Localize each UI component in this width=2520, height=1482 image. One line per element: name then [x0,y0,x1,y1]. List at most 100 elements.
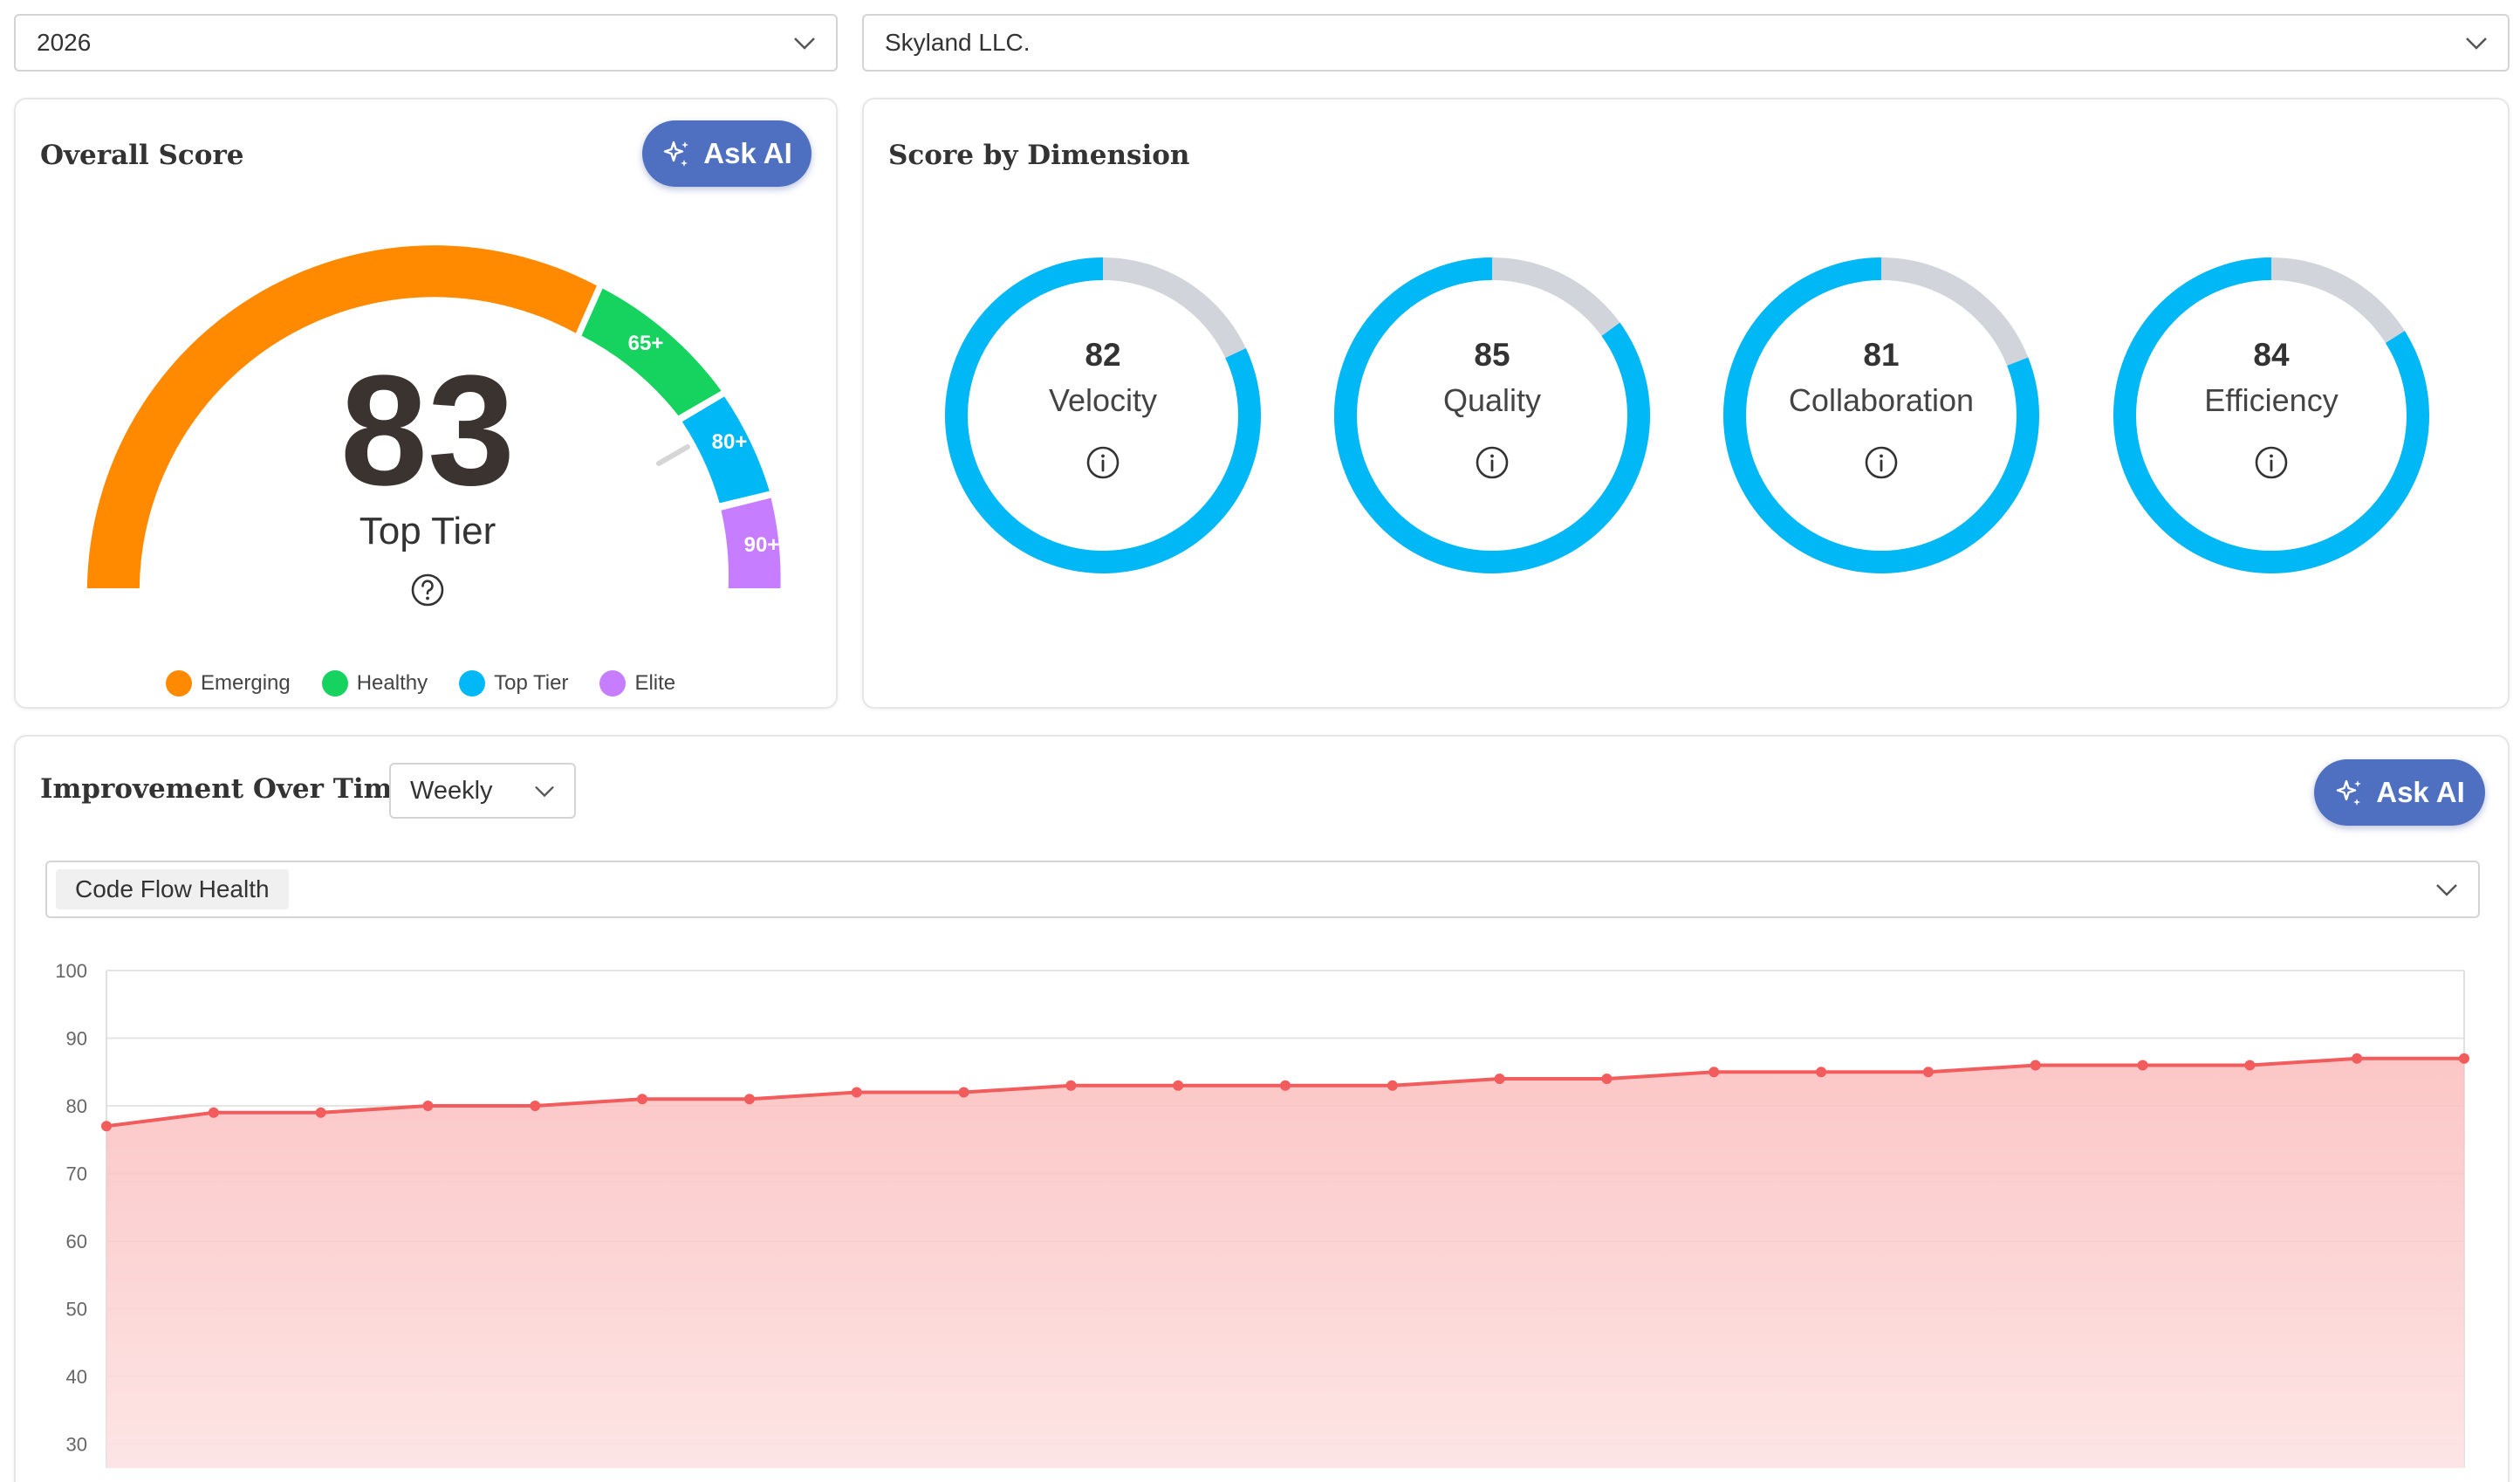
info-icon[interactable] [1085,445,1120,480]
data-point[interactable] [1816,1067,1827,1078]
gauge-segment-emerging [86,245,597,588]
data-point[interactable] [1065,1080,1077,1091]
y-tick-label: 70 [66,1163,87,1185]
data-point[interactable] [851,1087,862,1098]
ring-progress [2113,257,2429,573]
dimension-score: 84 [2253,337,2290,373]
legend-item: Top Tier [459,670,568,696]
legend-item: Healthy [321,670,428,696]
legend-swatch [599,670,627,696]
efficiency-label: 84 Efficiency [2184,337,2359,419]
company-select-value: Skyland LLC. [885,29,1031,56]
company-select[interactable]: Skyland LLC. [862,14,2510,72]
data-point[interactable] [743,1094,755,1105]
data-point[interactable] [1922,1067,1934,1078]
y-tick-label: 90 [66,1028,87,1050]
gauge-legend: Emerging Healthy Top Tier Elite [166,670,675,696]
efficiency-ring [2113,257,2429,573]
year-select-value: 2026 [37,29,92,56]
dimension-title: Score by Dimension [888,140,1190,171]
y-tick-label: 30 [66,1434,87,1456]
chevron-down-icon [2466,38,2487,50]
data-point[interactable] [208,1107,219,1118]
info-icon[interactable] [1475,445,1510,480]
gauge-label-80: 80+ [712,430,748,454]
series-points [101,1053,2469,1132]
y-tick-label: 40 [66,1366,87,1388]
overall-tier-label: Top Tier [359,510,496,552]
dimension-rings [945,257,2429,573]
ring-progress [945,257,1261,573]
data-point[interactable] [2459,1053,2469,1064]
data-point[interactable] [315,1107,326,1118]
data-point[interactable] [2352,1053,2363,1064]
data-point[interactable] [2244,1060,2256,1071]
period-select-value: Weekly [410,776,493,805]
overall-score-card: Overall Score Ask AI 65+ 80+ 90+ 83 Top … [14,98,838,709]
data-point[interactable] [1387,1080,1398,1091]
legend-item: Elite [599,670,675,696]
sparkle-icon [664,141,689,167]
legend-swatch [166,670,192,696]
velocity-ring [945,257,1261,573]
y-tick-label: 100 [55,960,87,982]
ask-ai-label: Ask AI [2376,776,2465,808]
collaboration-label: 81 Collaboration [1768,337,1995,419]
data-point[interactable] [2137,1060,2148,1071]
data-point[interactable] [1709,1067,1720,1078]
legend-label: Elite [634,671,676,695]
legend-label: Emerging [201,671,291,695]
data-point[interactable] [2030,1060,2041,1071]
ask-ai-button[interactable]: Ask AI [642,120,811,187]
y-tick-label: 50 [66,1299,87,1321]
ask-ai-button[interactable]: Ask AI [2314,759,2485,826]
gauge-segment-elite [721,497,781,588]
improvement-card: Improvement Over Time Weekly Ask AI Code… [14,735,2510,1482]
ask-ai-label: Ask AI [703,137,792,169]
help-icon[interactable] [410,573,445,607]
period-select[interactable]: Weekly [389,763,576,819]
dimension-name: Quality [1442,382,1542,418]
overall-score-title: Overall Score [40,140,244,171]
info-icon[interactable] [1864,445,1899,480]
improvement-chart: 100 90 80 70 60 50 40 30 [55,960,2469,1468]
gauge-segment-top-tier [681,396,770,504]
metric-chip[interactable]: Code Flow Health [56,869,289,909]
quality-ring [1334,257,1650,573]
gauge-label-90: 90+ [744,533,780,557]
data-point[interactable] [1494,1074,1505,1084]
chevron-down-icon [794,38,815,50]
ring-progress [1723,257,2039,573]
dimension-name: Velocity [1048,382,1158,418]
velocity-label: 82 Velocity [1016,337,1190,419]
series-area [106,1058,2464,1468]
data-point[interactable] [1280,1080,1291,1091]
legend-item: Emerging [166,670,291,696]
legend-swatch [459,670,486,696]
gauge-label-65: 65+ [628,332,664,355]
data-point[interactable] [958,1087,969,1098]
data-point[interactable] [1173,1080,1184,1091]
data-point[interactable] [101,1121,112,1132]
dimension-name: Efficiency [2204,382,2339,418]
gauge-segment-healthy [581,288,722,416]
dimension-score: 81 [1863,337,1900,373]
chevron-down-icon [535,786,554,798]
data-point[interactable] [422,1101,434,1111]
sparkle-icon [2337,779,2362,806]
metric-select[interactable]: Code Flow Health [45,861,2480,918]
legend-swatch [321,670,348,696]
overall-gauge: 65+ 80+ 90+ [86,245,781,588]
data-point[interactable] [530,1101,541,1111]
improvement-title: Improvement Over Time [40,773,410,805]
year-select[interactable]: 2026 [14,14,838,72]
data-point[interactable] [1601,1074,1613,1084]
y-axis-labels: 100 90 80 70 60 50 40 30 [55,960,87,1456]
collaboration-ring [1723,257,2039,573]
dimension-score: 85 [1474,337,1510,373]
chevron-down-icon [2436,884,2457,896]
dimension-name: Collaboration [1788,382,1975,418]
y-tick-label: 80 [66,1095,87,1117]
info-icon[interactable] [2254,445,2289,480]
data-point[interactable] [637,1094,648,1105]
